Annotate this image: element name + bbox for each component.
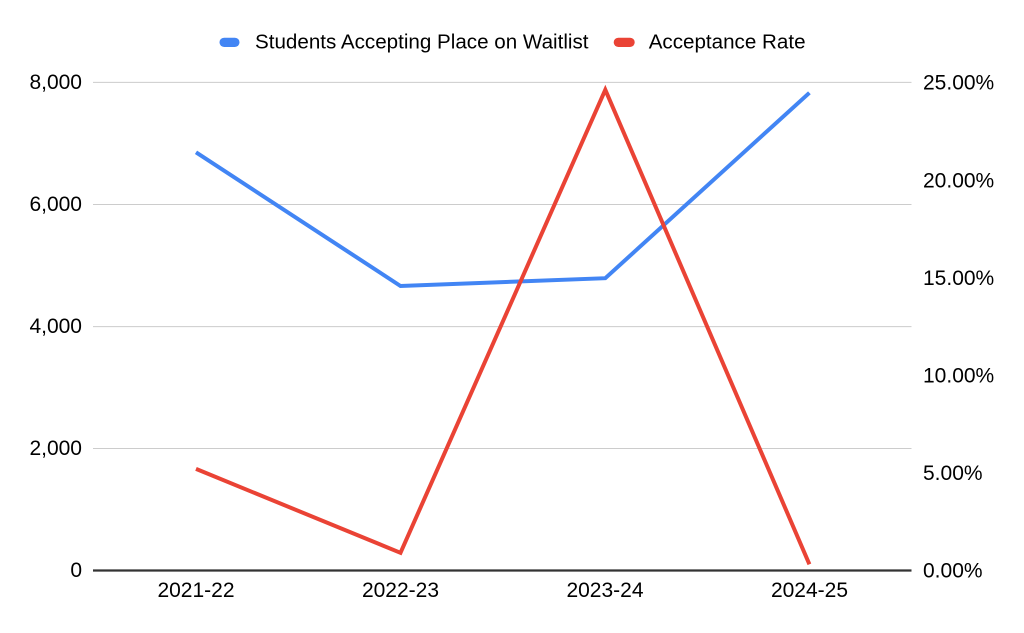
svg-text:5.00%: 5.00%: [923, 462, 983, 485]
svg-text:15.00%: 15.00%: [923, 267, 994, 290]
svg-text:2021-22: 2021-22: [157, 579, 234, 602]
svg-text:0.00%: 0.00%: [923, 560, 983, 583]
svg-text:4,000: 4,000: [29, 315, 82, 338]
svg-text:6,000: 6,000: [29, 193, 82, 216]
svg-text:2024-25: 2024-25: [771, 579, 848, 602]
svg-text:8,000: 8,000: [29, 71, 82, 94]
svg-text:25.00%: 25.00%: [923, 72, 994, 95]
svg-text:10.00%: 10.00%: [923, 365, 994, 388]
svg-text:2023-24: 2023-24: [566, 579, 643, 602]
svg-text:Acceptance Rate: Acceptance Rate: [649, 30, 806, 53]
svg-text:Students Accepting Place on Wa: Students Accepting Place on Waitlist: [255, 30, 589, 53]
svg-text:0: 0: [70, 559, 82, 582]
svg-text:2,000: 2,000: [29, 437, 82, 460]
svg-text:2022-23: 2022-23: [362, 579, 439, 602]
svg-text:20.00%: 20.00%: [923, 169, 994, 192]
